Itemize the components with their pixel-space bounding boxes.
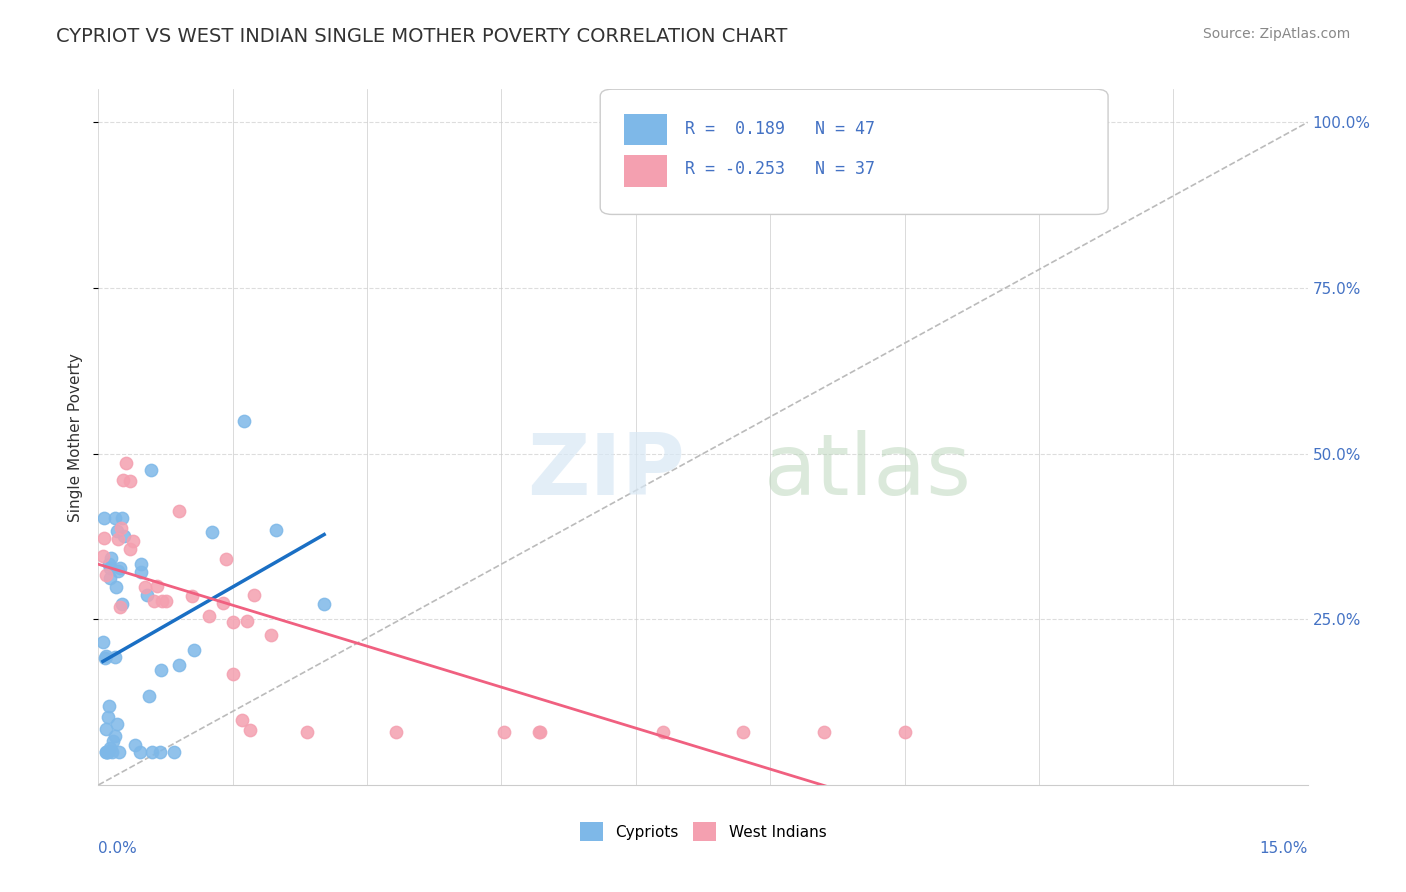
Cypriots xyxy=(103,650,125,665)
Text: ZIP: ZIP xyxy=(527,430,685,514)
West Indians xyxy=(651,725,673,739)
Cypriots xyxy=(149,745,172,759)
West Indians xyxy=(96,568,118,582)
West Indians xyxy=(893,725,915,739)
West Indians xyxy=(167,504,190,518)
Cypriots xyxy=(129,745,152,759)
Cypriots xyxy=(111,510,134,524)
Cypriots xyxy=(135,588,157,602)
Text: 15.0%: 15.0% xyxy=(1260,840,1308,855)
Cypriots xyxy=(139,463,162,477)
Cypriots xyxy=(201,524,224,539)
West Indians xyxy=(239,723,262,737)
Cypriots xyxy=(97,710,120,724)
Cypriots xyxy=(314,597,336,611)
Cypriots xyxy=(167,657,190,672)
Cypriots xyxy=(105,580,128,594)
West Indians xyxy=(143,594,166,608)
Cypriots xyxy=(103,511,125,525)
Text: 0.0%: 0.0% xyxy=(98,840,138,855)
Cypriots xyxy=(94,745,117,759)
Cypriots xyxy=(96,745,118,759)
Cypriots xyxy=(141,745,163,759)
West Indians xyxy=(107,532,129,546)
Y-axis label: Single Mother Poverty: Single Mother Poverty xyxy=(67,352,83,522)
Text: R =  0.189   N = 47: R = 0.189 N = 47 xyxy=(685,120,875,138)
West Indians xyxy=(120,474,142,488)
Cypriots xyxy=(98,561,121,575)
Cypriots xyxy=(112,528,135,542)
West Indians xyxy=(93,531,115,545)
West Indians xyxy=(134,580,156,594)
Cypriots xyxy=(183,642,205,657)
West Indians xyxy=(198,608,221,623)
West Indians xyxy=(93,549,115,563)
West Indians xyxy=(243,589,266,603)
West Indians xyxy=(222,615,245,630)
Cypriots xyxy=(100,745,122,759)
West Indians xyxy=(733,725,755,739)
Cypriots xyxy=(107,564,129,578)
West Indians xyxy=(260,628,283,642)
Cypriots xyxy=(94,723,117,737)
Text: Source: ZipAtlas.com: Source: ZipAtlas.com xyxy=(1202,27,1350,41)
West Indians xyxy=(529,725,551,739)
Cypriots xyxy=(91,635,114,649)
FancyBboxPatch shape xyxy=(624,113,666,145)
West Indians xyxy=(155,594,177,608)
Cypriots xyxy=(98,571,121,585)
West Indians xyxy=(527,725,550,739)
Cypriots xyxy=(105,717,128,731)
Cypriots xyxy=(94,651,117,665)
Cypriots xyxy=(163,745,186,759)
Legend: Cypriots, West Indians: Cypriots, West Indians xyxy=(574,816,832,847)
West Indians xyxy=(181,589,204,603)
West Indians xyxy=(114,456,136,470)
West Indians xyxy=(236,614,259,628)
Cypriots xyxy=(100,551,122,566)
West Indians xyxy=(110,521,132,535)
Text: CYPRIOT VS WEST INDIAN SINGLE MOTHER POVERTY CORRELATION CHART: CYPRIOT VS WEST INDIAN SINGLE MOTHER POV… xyxy=(56,27,787,45)
Cypriots xyxy=(104,729,127,743)
West Indians xyxy=(295,725,318,739)
Cypriots xyxy=(97,745,120,759)
Cypriots xyxy=(108,561,131,575)
West Indians xyxy=(145,579,167,593)
Cypriots xyxy=(105,524,128,539)
West Indians xyxy=(494,725,516,739)
West Indians xyxy=(111,473,134,487)
West Indians xyxy=(118,542,141,557)
Cypriots xyxy=(97,699,120,714)
West Indians xyxy=(150,594,173,608)
Text: R = -0.253   N = 37: R = -0.253 N = 37 xyxy=(685,161,875,178)
Cypriots xyxy=(94,745,117,759)
West Indians xyxy=(231,713,253,727)
West Indians xyxy=(122,534,145,549)
Cypriots xyxy=(94,649,117,664)
Cypriots xyxy=(129,565,152,579)
Cypriots xyxy=(110,597,132,611)
Cypriots xyxy=(98,558,121,572)
Cypriots xyxy=(108,745,131,759)
Cypriots xyxy=(124,738,146,752)
FancyBboxPatch shape xyxy=(600,89,1108,214)
Cypriots xyxy=(101,734,124,748)
West Indians xyxy=(110,599,132,614)
Cypriots xyxy=(149,663,172,677)
West Indians xyxy=(813,725,835,739)
Cypriots xyxy=(138,690,160,704)
Cypriots xyxy=(131,557,153,571)
FancyBboxPatch shape xyxy=(624,155,666,186)
West Indians xyxy=(385,725,408,739)
Cypriots xyxy=(98,740,121,755)
West Indians xyxy=(222,667,245,681)
Text: atlas: atlas xyxy=(763,430,972,514)
West Indians xyxy=(215,552,238,566)
West Indians xyxy=(212,596,235,610)
Cypriots xyxy=(93,511,115,525)
Cypriots xyxy=(264,523,287,537)
Cypriots xyxy=(232,414,254,428)
